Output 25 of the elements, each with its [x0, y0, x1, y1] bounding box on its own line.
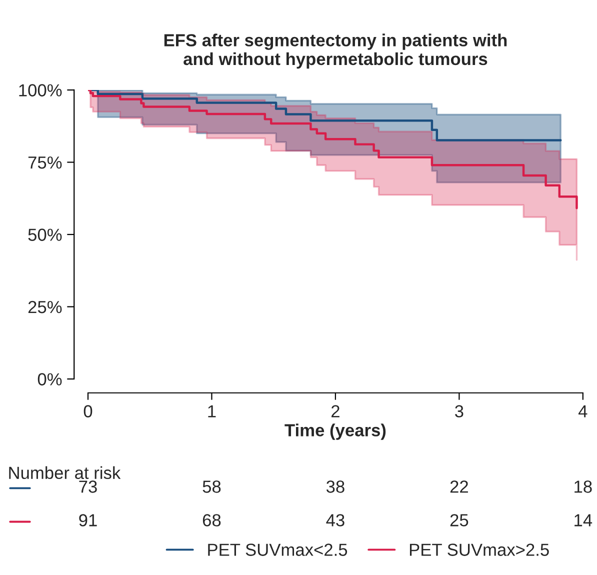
text: Number at risk: [9, 466, 121, 480]
text: 25: [450, 514, 468, 526]
legend-label: PET SUVmax>2.5: [410, 544, 549, 556]
text: 43: [326, 514, 344, 526]
text: 58: [202, 480, 221, 493]
legend-label: PET SUVmax<2.5: [208, 544, 348, 556]
text: 38: [326, 480, 344, 493]
text: 22: [450, 480, 468, 493]
text: 91: [79, 514, 97, 526]
x-axis-title: Time (years): [284, 424, 386, 440]
text: 18: [574, 480, 592, 493]
y-tick-label: 100%: [19, 84, 62, 96]
y-tick-label: 0%: [38, 373, 62, 386]
y-tick-label: 75%: [28, 156, 62, 169]
text: 73: [79, 480, 97, 493]
y-tick-label: 25%: [28, 300, 62, 314]
text: 14: [574, 514, 592, 526]
x-tick-label: 3: [455, 405, 464, 418]
chart-title: EFS after segmentectomy in patients with and without hypermetabolic tumours: [164, 34, 507, 69]
x-tick-label: 0: [84, 405, 92, 418]
y-tick-label: 50%: [28, 228, 62, 241]
text: 68: [202, 514, 221, 526]
x-tick-label: 1: [208, 405, 216, 418]
x-tick-label: 2: [332, 405, 340, 418]
x-tick-label: 4: [578, 405, 588, 418]
